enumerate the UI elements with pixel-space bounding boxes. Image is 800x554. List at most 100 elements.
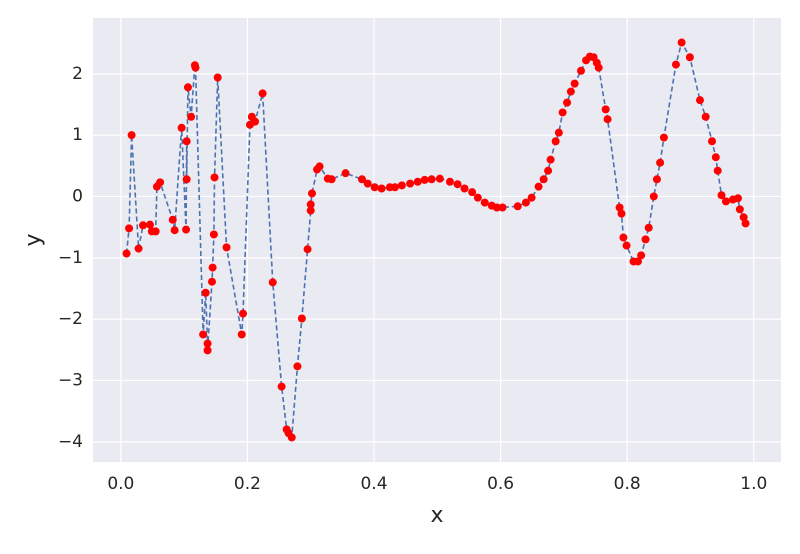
data-point — [182, 137, 191, 146]
data-point — [177, 123, 186, 132]
data-point — [183, 83, 192, 92]
data-point — [551, 137, 560, 146]
y-tick-label: 1 — [72, 125, 83, 145]
data-point — [134, 244, 143, 253]
y-tick-label: −3 — [58, 370, 83, 390]
data-point — [182, 225, 191, 234]
data-point — [297, 314, 306, 323]
data-point — [656, 158, 665, 167]
data-point — [649, 192, 658, 201]
data-point — [170, 226, 179, 235]
data-point — [711, 153, 720, 162]
x-tick-label: 1.0 — [740, 474, 767, 494]
data-point — [277, 382, 286, 391]
data-point — [741, 219, 750, 228]
data-point — [619, 233, 628, 242]
data-point — [363, 179, 372, 188]
x-axis-label: x — [430, 503, 443, 528]
x-tick-label: 0.0 — [107, 474, 134, 494]
data-point — [207, 277, 216, 286]
data-point — [341, 169, 350, 178]
data-point — [570, 79, 579, 88]
data-point — [563, 98, 572, 107]
data-point — [539, 175, 548, 184]
data-point — [717, 191, 726, 200]
y-axis-label: y — [21, 233, 46, 246]
data-point — [397, 181, 406, 190]
x-tick-label: 0.2 — [234, 474, 261, 494]
data-point — [156, 178, 165, 187]
data-point — [468, 188, 477, 197]
data-point — [222, 243, 231, 252]
data-point — [258, 89, 267, 98]
data-point — [406, 179, 415, 188]
y-tick-label: −2 — [58, 309, 83, 329]
data-point — [644, 223, 653, 232]
data-point — [641, 235, 650, 244]
data-point — [315, 162, 324, 171]
data-point — [601, 105, 610, 114]
x-tick-label: 0.8 — [614, 474, 641, 494]
data-point — [566, 87, 575, 96]
data-point — [521, 198, 530, 207]
data-point — [268, 278, 277, 287]
data-point — [513, 202, 522, 211]
data-point — [637, 251, 646, 260]
data-point — [721, 197, 730, 206]
data-point — [420, 175, 429, 184]
data-point — [303, 245, 312, 254]
data-point — [213, 73, 222, 82]
data-point — [203, 339, 212, 348]
data-point — [327, 175, 336, 184]
y-tick-label: −1 — [58, 248, 83, 268]
data-point — [492, 203, 501, 212]
data-point — [685, 53, 694, 62]
data-point — [182, 175, 191, 184]
y-tick-label: 0 — [72, 186, 83, 206]
data-point — [287, 433, 296, 442]
data-point — [554, 128, 563, 137]
data-point — [187, 112, 196, 121]
data-point — [357, 175, 366, 184]
data-point — [576, 66, 585, 75]
data-point — [480, 198, 489, 207]
data-point — [306, 200, 315, 209]
data-point — [151, 227, 160, 236]
data-point — [306, 206, 315, 215]
data-point — [594, 63, 603, 72]
data-point — [168, 215, 177, 224]
data-point — [293, 362, 302, 371]
connecting-line — [125, 40, 747, 440]
data-point — [208, 263, 217, 272]
data-point — [695, 96, 704, 105]
y-tick-label: 2 — [72, 64, 83, 84]
data-point — [210, 173, 219, 182]
data-point — [659, 133, 668, 142]
data-point — [203, 346, 212, 355]
data-point — [558, 108, 567, 117]
data-point — [139, 221, 148, 230]
x-tick-label: 0.4 — [360, 474, 387, 494]
data-point — [453, 180, 462, 189]
data-point — [603, 115, 612, 124]
data-point — [615, 203, 624, 212]
data-point — [534, 182, 543, 191]
y-tick-label: −4 — [58, 432, 83, 452]
data-point — [622, 241, 631, 250]
data-point — [199, 330, 208, 339]
data-point — [122, 249, 131, 258]
data-point — [191, 63, 200, 72]
data-point — [445, 177, 454, 186]
data-point — [739, 213, 748, 222]
data-point — [473, 193, 482, 202]
data-point — [617, 209, 626, 218]
data-point — [713, 166, 722, 175]
data-point — [125, 224, 134, 233]
plot-area — [93, 18, 781, 462]
data-point — [377, 184, 386, 193]
data-point — [460, 184, 469, 193]
data-point — [671, 60, 680, 69]
data-point — [201, 288, 210, 297]
data-point — [145, 220, 154, 229]
